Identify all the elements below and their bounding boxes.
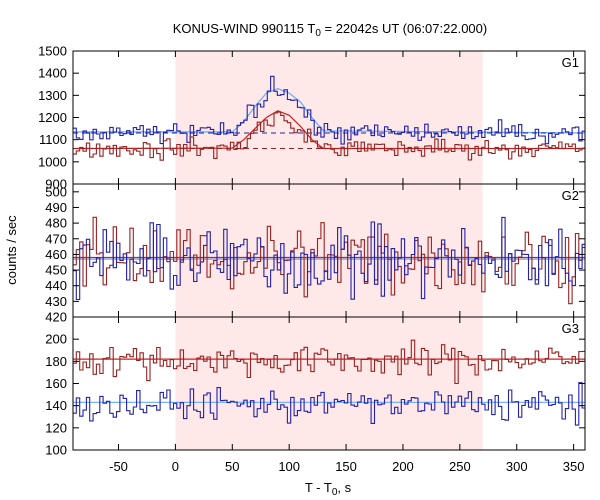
x-tick-label: 200	[392, 459, 414, 474]
x-tick-label: 350	[563, 459, 585, 474]
x-label-suffix: , s	[337, 480, 351, 495]
svg-text:KONUS-WIND 990115 T0 = 22042s: KONUS-WIND 990115 T0 = 22042s UT (06:07:…	[173, 21, 487, 39]
title-prefix: KONUS-WIND 990115 T	[173, 21, 316, 36]
x-tick-label: 250	[449, 459, 471, 474]
y-tick-label: 460	[45, 247, 67, 262]
x-label-prefix: T - T	[305, 480, 332, 495]
x-tick-label: 50	[225, 459, 239, 474]
y-tick-label: 490	[45, 200, 67, 215]
histogram-blue	[73, 382, 585, 426]
title-suffix: = 22042s UT (06:07:22.000)	[321, 21, 487, 36]
y-tick-label: 1400	[38, 66, 67, 81]
histogram-red	[73, 216, 585, 305]
x-tick-label: 150	[335, 459, 357, 474]
panel-label: G1	[562, 55, 579, 70]
y-tick-label: 200	[45, 332, 67, 347]
y-tick-label: 180	[45, 354, 67, 369]
histogram-blue	[73, 216, 585, 301]
plot-area: 900100011001200130014001500G142043044045…	[38, 44, 586, 474]
y-tick-label: 1200	[38, 110, 67, 125]
chart-title: KONUS-WIND 990115 T0 = 22042s UT (06:07:…	[173, 21, 487, 39]
histogram-red	[73, 339, 585, 385]
y-tick-label: 1000	[38, 154, 67, 169]
y-tick-label: 160	[45, 376, 67, 391]
y-tick-label: 420	[45, 310, 67, 325]
y-tick-label: 120	[45, 420, 67, 435]
y-tick-label: 480	[45, 216, 67, 231]
y-tick-label: 470	[45, 231, 67, 246]
y-tick-label: 100	[45, 443, 67, 458]
x-axis-label: T - T0, s	[305, 480, 352, 498]
histogram-red	[73, 111, 585, 161]
y-tick-label: 500	[45, 184, 67, 199]
histogram-blue	[73, 75, 585, 145]
panel-label: G2	[562, 188, 579, 203]
y-tick-label: 1500	[38, 44, 67, 59]
x-label-subscript: 0	[332, 487, 338, 498]
panel-label: G3	[562, 321, 579, 336]
x-tick-label: -50	[109, 459, 128, 474]
y-tick-label: 430	[45, 294, 67, 309]
panel-g3: 100 120 140 160 180 200 G3	[45, 316, 586, 458]
x-tick-label: 0	[172, 459, 179, 474]
panel-g1: 900 1000 1100 1200 1300 1400 1500 G1	[38, 44, 586, 192]
y-tick-label: 900	[45, 177, 67, 192]
y-tick-label: 1100	[39, 132, 67, 147]
title-subscript: 0	[315, 28, 321, 39]
y-tick-label: 450	[45, 263, 67, 278]
x-tick-label: 300	[506, 459, 528, 474]
y-axis-label: counts / sec	[4, 215, 19, 285]
highlight-interval	[175, 51, 483, 450]
x-tick-label: 100	[278, 459, 300, 474]
y-tick-label: 140	[45, 398, 67, 413]
y-tick-label: 1300	[38, 88, 67, 103]
y-tick-label: 440	[45, 278, 67, 293]
